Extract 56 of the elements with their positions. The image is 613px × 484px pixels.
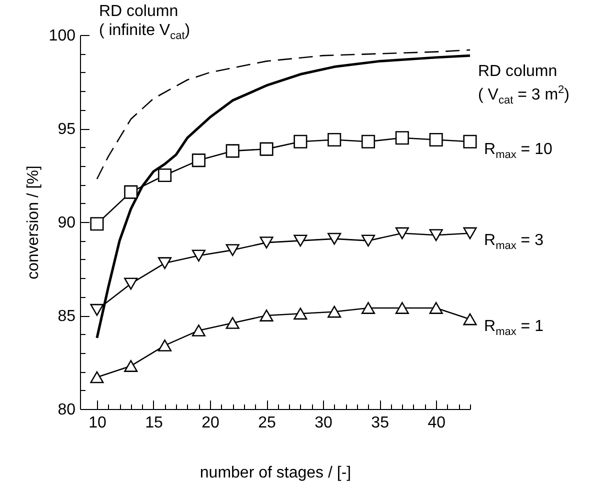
point xyxy=(395,302,409,314)
x-tick-label: 40 xyxy=(428,414,446,432)
point xyxy=(361,302,376,314)
point xyxy=(124,278,138,290)
series-label: R$_{max}$ = 1 xyxy=(484,317,544,340)
point xyxy=(328,132,342,146)
x-tick-label: 10 xyxy=(88,414,106,432)
point xyxy=(328,232,342,245)
point xyxy=(395,227,409,240)
point xyxy=(226,144,240,158)
line-series xyxy=(96,49,471,180)
point xyxy=(192,324,206,336)
x-tick-label: 25 xyxy=(258,414,276,432)
point xyxy=(463,313,477,326)
point xyxy=(260,236,274,249)
point xyxy=(361,234,376,247)
x-tick-label: 15 xyxy=(145,414,163,432)
point xyxy=(90,217,104,231)
point xyxy=(192,250,206,262)
y-tick-label: 95 xyxy=(58,121,76,138)
point xyxy=(429,132,443,146)
point xyxy=(260,310,274,322)
point xyxy=(429,302,443,314)
point xyxy=(124,185,138,199)
point xyxy=(328,306,342,318)
text: RD column ( infinite V$_{cat}$) xyxy=(98,2,190,44)
point xyxy=(361,134,376,148)
point xyxy=(294,308,308,320)
point xyxy=(463,227,477,240)
y-tick-label: 85 xyxy=(58,308,76,325)
point xyxy=(158,168,172,182)
point xyxy=(124,360,138,372)
point xyxy=(260,142,274,156)
y-axis-title: conversion / [%] xyxy=(24,166,42,280)
series-label: RD column ( V$_{cat}$ = 3 m$^{2}$) xyxy=(478,62,570,108)
point xyxy=(395,131,409,145)
point xyxy=(226,317,240,329)
point xyxy=(429,229,443,242)
x-tick-label: 20 xyxy=(202,414,220,432)
x-axis-title: number of stages / [-] xyxy=(200,464,352,482)
series-label: R$_{max}$ = 10 xyxy=(484,140,552,163)
y-tick-label: 100 xyxy=(48,28,76,44)
point xyxy=(226,244,240,256)
x-tick-label: 30 xyxy=(314,414,333,432)
point xyxy=(294,134,308,148)
point xyxy=(294,234,308,247)
point xyxy=(192,154,206,168)
point xyxy=(463,134,477,148)
y-tick-label: 90 xyxy=(58,214,76,232)
point xyxy=(158,257,172,270)
point xyxy=(158,339,172,352)
point xyxy=(90,371,104,384)
y-tick-label: 80 xyxy=(58,402,76,418)
point xyxy=(90,304,104,316)
x-tick-label: 35 xyxy=(371,414,390,432)
series-label: R$_{max}$ = 3 xyxy=(484,231,544,254)
